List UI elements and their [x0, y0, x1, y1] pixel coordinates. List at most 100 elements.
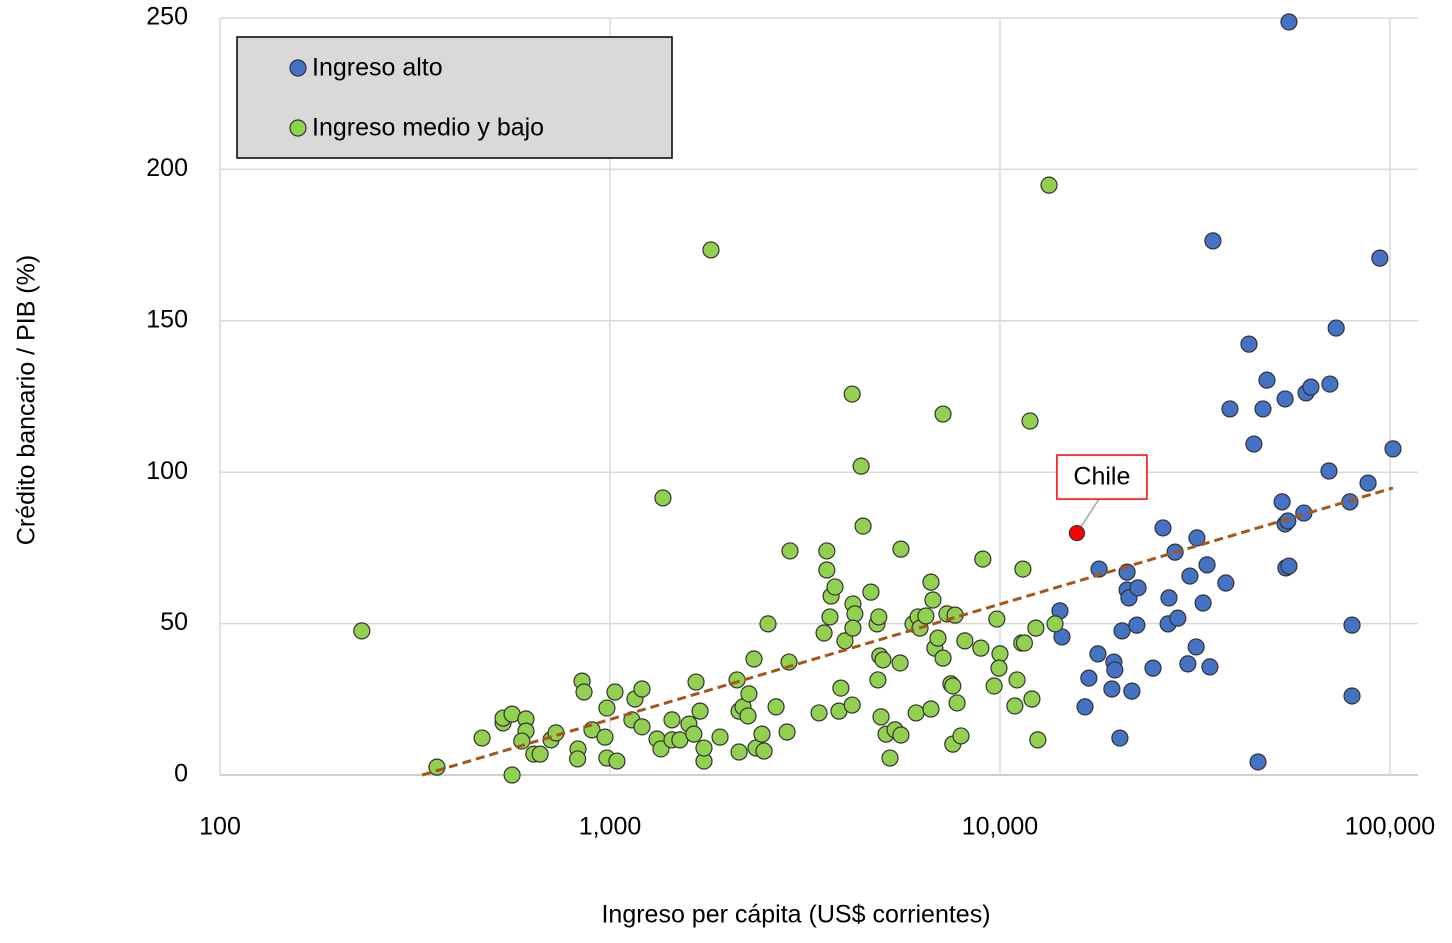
- annotation-label: Chile: [1073, 463, 1130, 491]
- legend-label: Ingreso medio y bajo: [312, 114, 544, 142]
- point: [606, 683, 624, 701]
- point: [818, 542, 836, 560]
- point: [759, 615, 777, 633]
- y-tick-label: 250: [146, 3, 188, 31]
- point: [1188, 529, 1206, 547]
- point: [1302, 378, 1320, 396]
- point: [956, 632, 974, 650]
- point: [1006, 697, 1024, 715]
- point: [1321, 375, 1339, 393]
- legend-marker: [289, 59, 307, 77]
- point: [1169, 609, 1187, 627]
- annotation-leader: [1080, 498, 1100, 528]
- point: [691, 702, 709, 720]
- point: [633, 680, 651, 698]
- point: [1384, 440, 1402, 458]
- point: [1280, 13, 1298, 31]
- point: [1160, 589, 1178, 607]
- point: [654, 489, 672, 507]
- point: [952, 727, 970, 745]
- point: [815, 624, 833, 642]
- point: [846, 605, 864, 623]
- point: [608, 752, 626, 770]
- point: [1090, 560, 1108, 578]
- point: [922, 573, 940, 591]
- point: [513, 732, 531, 750]
- point: [1008, 671, 1026, 689]
- point: [870, 608, 888, 626]
- point: [695, 739, 713, 757]
- point: [1023, 690, 1041, 708]
- point: [778, 723, 796, 741]
- point: [1040, 176, 1058, 194]
- point: [1154, 519, 1172, 537]
- legend-marker: [289, 119, 307, 137]
- point: [353, 622, 371, 640]
- legend-label: Ingreso alto: [312, 54, 443, 82]
- point: [872, 708, 890, 726]
- point: [1029, 731, 1047, 749]
- point: [1027, 619, 1045, 637]
- point: [924, 591, 942, 609]
- x-axis-label: Ingreso per cápita (US$ corrientes): [601, 901, 990, 929]
- point: [990, 659, 1008, 677]
- point: [652, 740, 670, 758]
- point: [818, 561, 836, 579]
- point: [944, 677, 962, 695]
- legend-box: [236, 36, 673, 159]
- annotation-box: [1056, 454, 1148, 500]
- point: [663, 711, 681, 729]
- point: [575, 683, 593, 701]
- point: [1113, 622, 1131, 640]
- point: [1201, 658, 1219, 676]
- point: [473, 729, 491, 747]
- point: [854, 517, 872, 535]
- point: [985, 677, 1003, 695]
- point: [881, 749, 899, 767]
- point: [1181, 567, 1199, 585]
- point: [1273, 493, 1291, 511]
- point: [929, 629, 947, 647]
- point: [1014, 560, 1032, 578]
- point: [1194, 594, 1212, 612]
- point: [934, 405, 952, 423]
- point: [1371, 249, 1389, 267]
- point: [821, 608, 839, 626]
- point: [503, 766, 521, 784]
- annotation-point: [1068, 524, 1086, 542]
- point: [755, 742, 773, 760]
- point: [1089, 645, 1107, 663]
- y-tick-label: 50: [160, 608, 188, 636]
- point: [1240, 335, 1258, 353]
- x-tick-label: 100,000: [1345, 813, 1435, 841]
- point: [728, 671, 746, 689]
- point: [1217, 574, 1235, 592]
- point: [891, 654, 909, 672]
- point: [826, 578, 844, 596]
- point: [685, 725, 703, 743]
- point: [1080, 669, 1098, 687]
- point: [1021, 412, 1039, 430]
- point: [1129, 579, 1147, 597]
- point: [740, 685, 758, 703]
- point: [1343, 687, 1361, 705]
- point: [1187, 638, 1205, 656]
- point: [711, 728, 729, 746]
- point: [852, 457, 870, 475]
- point: [569, 750, 587, 768]
- point: [739, 707, 757, 725]
- x-tick-label: 10,000: [962, 813, 1038, 841]
- point: [1144, 659, 1162, 677]
- point: [730, 743, 748, 761]
- point: [1276, 390, 1294, 408]
- point: [702, 241, 720, 259]
- point: [687, 673, 705, 691]
- point: [874, 651, 892, 669]
- point: [428, 758, 446, 776]
- point: [1327, 319, 1345, 337]
- point: [991, 645, 1009, 663]
- point: [1103, 680, 1121, 698]
- point: [1279, 512, 1297, 530]
- y-axis-label: Crédito bancario / PIB (%): [13, 255, 41, 545]
- y-tick-label: 150: [146, 305, 188, 333]
